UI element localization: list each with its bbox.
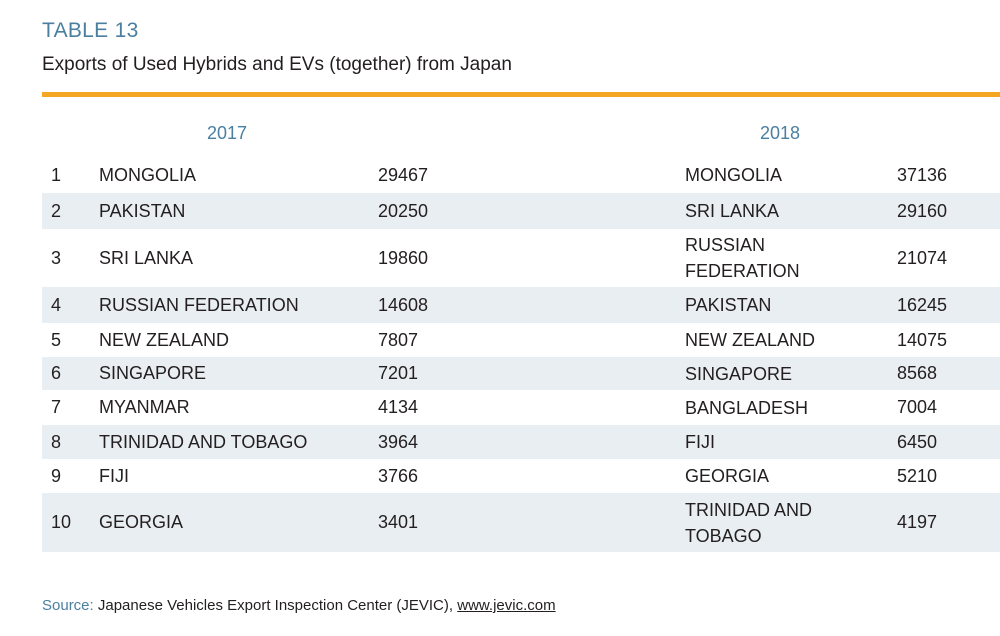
value-2017-cell: 29467 <box>378 164 429 185</box>
value-2017-cell: 20250 <box>378 200 429 221</box>
table-row: 4 RUSSIAN FEDERATION 14608 PAKISTAN 1624… <box>42 287 1000 323</box>
value-2017-cell: 3964 <box>378 431 419 452</box>
source-note: Source: Japanese Vehicles Export Inspect… <box>42 597 556 614</box>
value-2018-cell: 5210 <box>897 465 938 486</box>
rank-cell: 8 <box>51 431 62 452</box>
rank-cell: 7 <box>51 397 62 417</box>
country-2017-cell: NEW ZEALAND <box>99 329 230 350</box>
value-2017-cell: 4134 <box>378 397 419 417</box>
country-2018-cell: FIJI <box>685 432 715 452</box>
value-2017-cell: 7201 <box>378 363 419 383</box>
table-label: TABLE 13 <box>42 19 139 42</box>
value-2017-cell: 3766 <box>378 465 419 486</box>
country-2017-cell: FIJI <box>99 465 129 486</box>
country-2018-cell: MONGOLIA <box>685 165 783 185</box>
table-row: 7 MYANMAR 4134 BANGLADESH 7004 <box>42 390 1000 425</box>
table-row: 6 SINGAPORE 7201 SINGAPORE 8568 <box>42 357 1000 390</box>
rank-cell: 10 <box>51 512 72 532</box>
value-2017-cell: 14608 <box>378 294 429 315</box>
country-2017-cell: TRINIDAD AND TOBAGO <box>99 431 308 452</box>
country-2018-cell: SINGAPORE <box>685 363 793 384</box>
value-2018-cell: 16245 <box>897 294 948 315</box>
country-2018-cell: BANGLADESH <box>685 397 809 418</box>
country-2017-cell: GEORGIA <box>99 512 184 532</box>
country-2017-cell: PAKISTAN <box>99 200 186 221</box>
table-row: 8 TRINIDAD AND TOBAGO 3964 FIJI 6450 <box>42 425 1000 459</box>
year-header-2017: 2017 <box>207 123 248 143</box>
value-2018-cell: 21074 <box>897 247 948 268</box>
country-2017-cell: SINGAPORE <box>99 363 207 383</box>
rank-cell: 6 <box>51 363 62 383</box>
country-2018-cell: NEW ZEALAND <box>685 330 816 350</box>
rank-cell: 2 <box>51 200 62 221</box>
rank-cell: 3 <box>51 247 62 268</box>
source-text: Japanese Vehicles Export Inspection Cent… <box>97 597 454 614</box>
table-title: Exports of Used Hybrids and EVs (togethe… <box>42 54 512 75</box>
year-header-2018: 2018 <box>760 123 801 143</box>
rank-cell: 9 <box>51 465 62 486</box>
table-row: 9 FIJI 3766 GEORGIA 5210 <box>42 459 1000 493</box>
country-2017-cell: SRI LANKA <box>99 247 194 268</box>
source-link[interactable]: www.jevic.com <box>457 597 556 614</box>
ranking-table: 1 MONGOLIA 29467 MONGOLIA 37136 2 PAKIST… <box>42 157 1000 552</box>
value-2018-cell: 29160 <box>897 200 948 221</box>
value-2017-cell: 7807 <box>378 329 419 350</box>
country-2017-cell: MYANMAR <box>99 397 190 417</box>
table-row: 2 PAKISTAN 20250 SRI LANKA 29160 <box>42 193 1000 229</box>
country-2017-cell: MONGOLIA <box>99 164 197 185</box>
value-2018-cell: 14075 <box>897 329 948 350</box>
table-row: 3 SRI LANKA 19860 RUSSIAN FEDERATION 210… <box>42 229 1000 287</box>
value-2018-cell: 4197 <box>897 512 938 532</box>
country-2018-cell: SRI LANKA <box>685 201 780 221</box>
table-row: 5 NEW ZEALAND 7807 NEW ZEALAND 14075 <box>42 323 1000 357</box>
country-2018-cell: TRINIDAD AND TOBAGO <box>685 499 813 546</box>
rank-cell: 1 <box>51 164 62 185</box>
rank-cell: 4 <box>51 294 62 315</box>
value-2017-cell: 19860 <box>378 247 429 268</box>
source-label: Source: <box>42 597 94 614</box>
value-2018-cell: 6450 <box>897 431 938 452</box>
value-2018-cell: 37136 <box>897 164 948 185</box>
value-2017-cell: 3401 <box>378 512 419 532</box>
title-rule <box>42 92 1000 97</box>
country-2018-cell: GEORGIA <box>685 466 770 486</box>
value-2018-cell: 8568 <box>897 363 938 383</box>
rank-cell: 5 <box>51 329 62 350</box>
table-row: 10 GEORGIA 3401 TRINIDAD AND TOBAGO 4197 <box>42 493 1000 552</box>
table-row: 1 MONGOLIA 29467 MONGOLIA 37136 <box>42 157 1000 193</box>
country-2017-cell: RUSSIAN FEDERATION <box>99 294 299 315</box>
value-2018-cell: 7004 <box>897 397 938 417</box>
country-2018-cell: PAKISTAN <box>685 295 772 315</box>
country-2018-cell: RUSSIAN FEDERATION <box>685 235 800 281</box>
